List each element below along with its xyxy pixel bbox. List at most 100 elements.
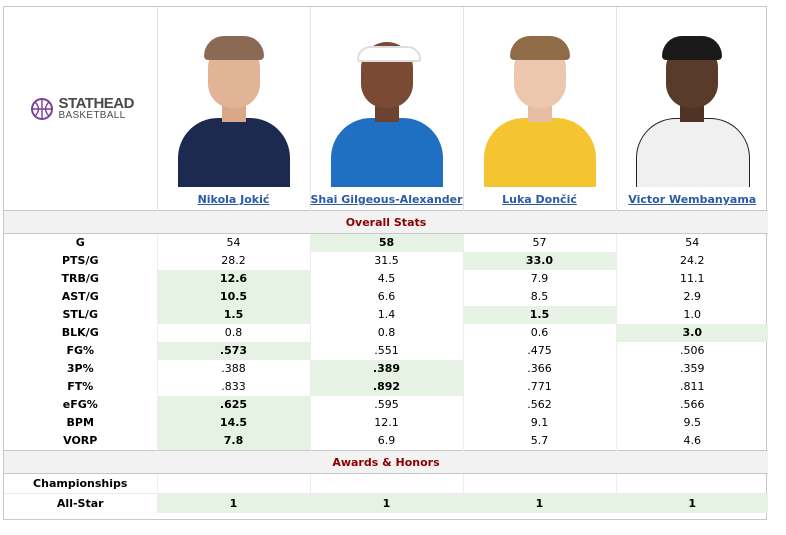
player-name-link[interactable]: Victor Wembanyama <box>628 193 757 206</box>
stat-row: 3P% .388.389.366 .359 <box>4 360 768 378</box>
player-photo <box>326 32 447 187</box>
stat-label: eFG% <box>4 396 158 414</box>
stat-value: .625 <box>157 396 311 414</box>
award-label: All-Star <box>4 493 158 513</box>
stat-value: .389 <box>310 360 464 378</box>
stat-label: VORP <box>4 432 158 451</box>
stat-value: .771 <box>463 378 617 396</box>
stat-value: .811 <box>680 380 705 393</box>
stat-value: 4.6 <box>683 434 702 447</box>
stat-value: 6.9 <box>310 432 464 451</box>
stat-value: 9.5 <box>683 416 702 429</box>
stat-value: 4.5 <box>310 270 464 288</box>
stat-row: STL/G 1.5 1.4 1.5 1.0 <box>4 306 768 324</box>
stat-value: .475 <box>463 342 617 360</box>
award-value <box>157 473 311 494</box>
stat-value: 2.9 <box>683 290 702 303</box>
player-name-link[interactable]: Luka Dončić <box>502 193 577 206</box>
stat-label: BPM <box>4 414 158 432</box>
award-row: All-Star 1 1 1 1 <box>4 493 768 513</box>
stat-value: 5.7 <box>463 432 617 451</box>
award-value: 1 <box>463 493 617 513</box>
stat-row: G 54 58 57 54 <box>4 233 768 252</box>
stat-row: TRB/G 12.6 4.5 7.9 11.1 <box>4 270 768 288</box>
logo-wordmark-top: STATHEAD <box>58 95 135 112</box>
stat-value: 14.5 <box>157 414 311 432</box>
player-header-row: STATHEAD BASKETBALL Nikola Jokić <box>4 7 768 211</box>
stat-label: STL/G <box>4 306 158 324</box>
stat-value: 57 <box>463 233 617 252</box>
stat-value: .388 <box>157 360 311 378</box>
stat-row: VORP 7.8 6.9 5.7 4.6 <box>4 432 768 451</box>
stat-value: 0.8 <box>310 324 464 342</box>
player-photo <box>173 32 294 187</box>
stat-row: BPM 14.5 12.1 9.1 9.5 <box>4 414 768 432</box>
player-column-gilgeous-alexander: Shai Gilgeous-Alexander <box>310 7 464 211</box>
stat-label: FG% <box>4 342 158 360</box>
stat-row: FT% .833.892.771 .811 <box>4 378 768 396</box>
player-name-link[interactable]: Nikola Jokić <box>197 193 270 206</box>
stat-label: G <box>4 233 158 252</box>
stat-value: .562 <box>463 396 617 414</box>
award-value: 1 <box>310 493 464 513</box>
stat-label: BLK/G <box>4 324 158 342</box>
stat-value: 12.6 <box>157 270 311 288</box>
stat-value: 24.2 <box>680 254 705 267</box>
stat-row: BLK/G 0.8 0.8 0.6 3.0 <box>4 324 768 342</box>
stat-label: 3P% <box>4 360 158 378</box>
player-column-jokic: Nikola Jokić <box>157 7 311 211</box>
award-value: 1 <box>616 493 768 513</box>
stat-value: .506 <box>680 344 705 357</box>
stat-value: 10.5 <box>157 288 311 306</box>
player-name-link[interactable]: Shai Gilgeous-Alexander <box>310 193 463 206</box>
stat-label: TRB/G <box>4 270 158 288</box>
stat-value: 1.0 <box>683 308 702 321</box>
stat-value: 8.5 <box>463 288 617 306</box>
awards-rows: Championships All-Star 1 1 1 1 <box>4 473 768 513</box>
stat-row: eFG% .625.595.562 .566 <box>4 396 768 414</box>
stat-label: AST/G <box>4 288 158 306</box>
award-value <box>616 473 768 494</box>
stat-value: .595 <box>310 396 464 414</box>
section-header-overall: Overall Stats <box>4 210 768 234</box>
stats-rows: G 54 58 57 54 PTS/G 28.2 31.5 33.0 24.2 TRB/G 12.6 4… <box>4 233 768 451</box>
logo-wordmark-bottom: BASKETBALL <box>58 110 126 121</box>
stat-value: .551 <box>310 342 464 360</box>
logo-cell: STATHEAD BASKETBALL <box>4 7 158 211</box>
stat-value: 3.0 <box>616 324 768 342</box>
comparison-panel: STATHEAD BASKETBALL Nikola Jokić <box>3 6 768 520</box>
stat-value: .566 <box>680 398 705 411</box>
stat-value: .833 <box>157 378 311 396</box>
stat-value: .359 <box>680 362 705 375</box>
stat-label: PTS/G <box>4 252 158 270</box>
stat-value: 1.5 <box>463 306 617 324</box>
stat-value: 33.0 <box>463 252 617 270</box>
section-header-awards: Awards & Honors <box>4 450 768 474</box>
stat-row: AST/G 10.5 6.6 8.5 2.9 <box>4 288 768 306</box>
award-label: Championships <box>4 473 158 494</box>
stat-value: .892 <box>310 378 464 396</box>
player-photo <box>632 32 753 187</box>
stat-value: 1.4 <box>310 306 464 324</box>
section-title: Overall Stats <box>4 210 768 234</box>
stat-row: PTS/G 28.2 31.5 33.0 24.2 <box>4 252 768 270</box>
award-value <box>463 473 617 494</box>
stat-value: 31.5 <box>310 252 464 270</box>
basketball-icon <box>30 97 53 120</box>
stat-row: FG% .573.551.475 .506 <box>4 342 768 360</box>
stat-value: .573 <box>157 342 311 360</box>
stat-value: 28.2 <box>157 252 311 270</box>
section-title: Awards & Honors <box>4 450 768 474</box>
stat-value: 9.1 <box>463 414 617 432</box>
player-photo <box>479 32 600 187</box>
stat-value: 54 <box>157 233 311 252</box>
stat-value: 1.5 <box>157 306 311 324</box>
stat-value: 6.6 <box>310 288 464 306</box>
stat-value: .366 <box>463 360 617 378</box>
stat-value: 54 <box>685 236 700 249</box>
stat-value: 7.9 <box>463 270 617 288</box>
stathead-logo[interactable]: STATHEAD BASKETBALL <box>4 96 157 121</box>
stat-value: 11.1 <box>680 272 705 285</box>
comparison-table: STATHEAD BASKETBALL Nikola Jokić <box>4 7 768 513</box>
player-column-doncic: Luka Dončić <box>463 7 617 211</box>
